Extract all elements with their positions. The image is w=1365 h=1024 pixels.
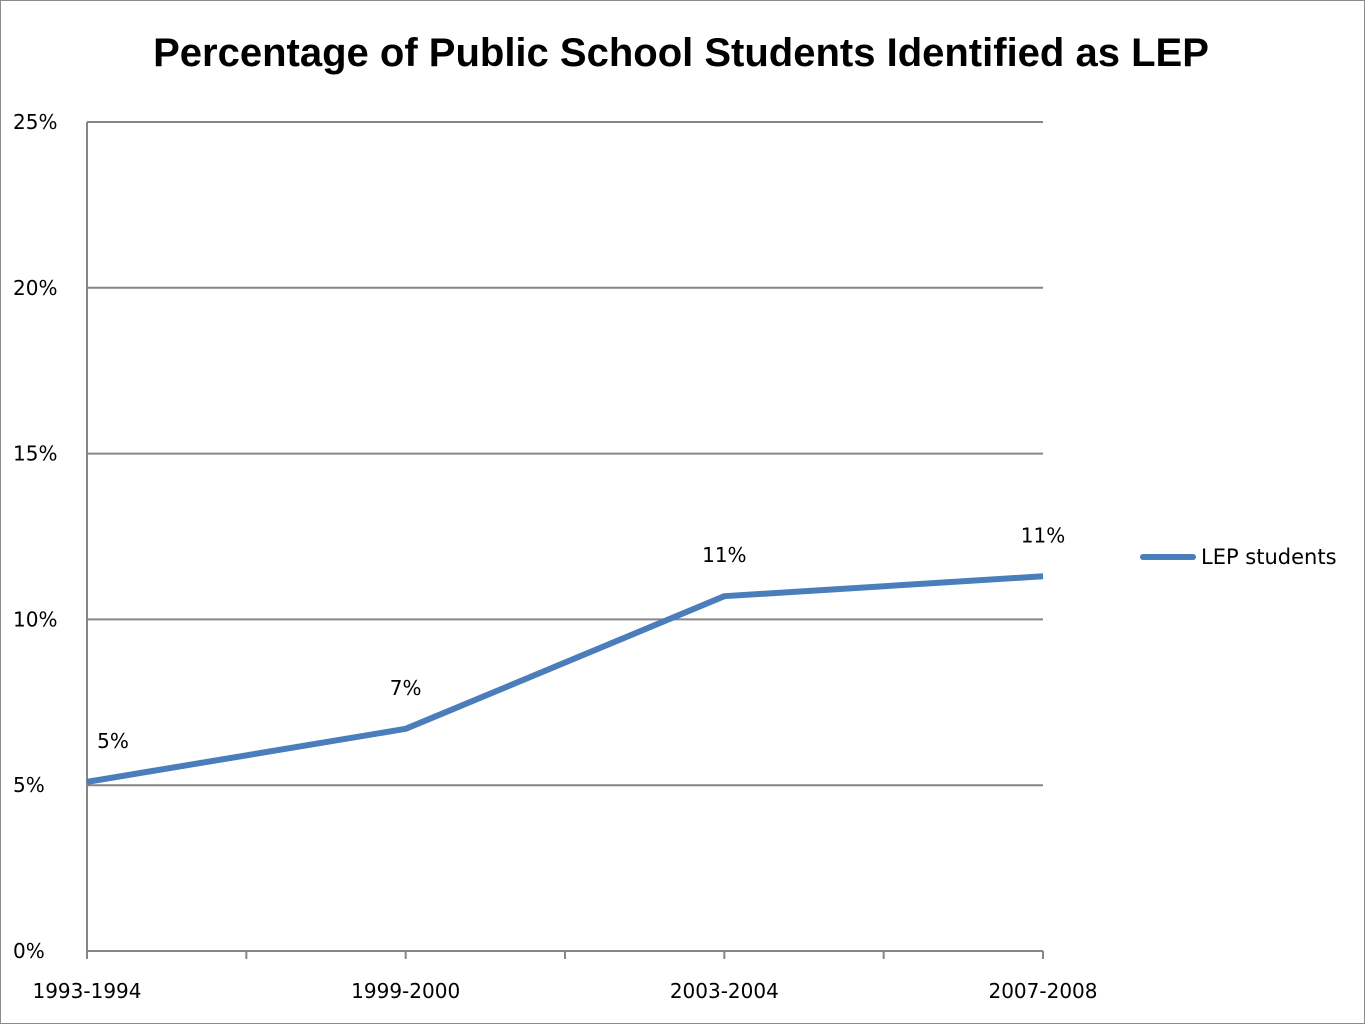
y-tick-label: 15%: [13, 442, 57, 466]
y-tick-label: 5%: [13, 773, 45, 797]
y-tick-label: 0%: [13, 939, 45, 963]
series-layer: [86, 573, 1044, 785]
data-label: 11%: [702, 543, 746, 567]
data-label: 7%: [390, 676, 422, 700]
data-label: 5%: [97, 729, 129, 753]
y-tick-label: 25%: [13, 110, 57, 134]
axes: 0% 5% 10% 15% 20% 25% 1993-1994 1999-2000 2003-2…: [13, 110, 1098, 1003]
data-labels: 5% 7% 11% 11%: [97, 523, 1065, 753]
y-tick-label: 20%: [13, 276, 57, 300]
data-label: 11%: [1021, 523, 1065, 547]
gridlines: [87, 121, 1043, 787]
x-tick-label: 1993-1994: [32, 979, 141, 1003]
chart-title: Percentage of Public School Students Ide…: [153, 31, 1209, 75]
x-tick-label: 1999-2000: [351, 979, 460, 1003]
legend-label: LEP students: [1201, 545, 1337, 569]
x-tick-label: 2003-2004: [670, 979, 779, 1003]
series-line-lep-students: [86, 573, 1044, 785]
x-tick-label: 2007-2008: [988, 979, 1097, 1003]
y-tick-label: 10%: [13, 607, 57, 631]
legend: LEP students: [1140, 545, 1337, 569]
